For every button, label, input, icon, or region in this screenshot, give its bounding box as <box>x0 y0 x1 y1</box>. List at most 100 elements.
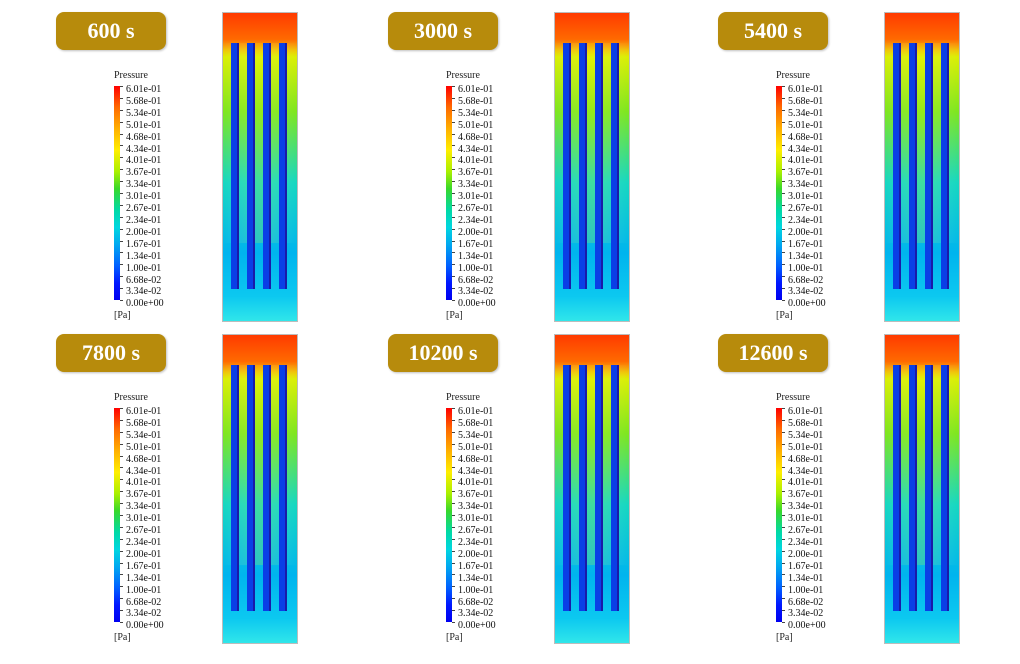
legend-tick-label: 4.68e-01 <box>126 131 162 143</box>
legend-tick-mark <box>782 419 785 421</box>
legend-tick-mark <box>782 252 785 254</box>
legend-tick-mark <box>782 133 785 135</box>
legend-title: Pressure <box>776 392 810 403</box>
channel-1 <box>893 365 901 611</box>
legend-tick-label: 2.00e-01 <box>788 226 824 238</box>
legend-tick-label: 5.01e-01 <box>788 119 824 131</box>
legend-tick-label: 2.67e-01 <box>458 203 494 215</box>
legend-tick-label: 2.67e-01 <box>788 203 824 215</box>
contour-svg <box>555 13 629 321</box>
legend-tick-label: 5.68e-01 <box>788 417 824 429</box>
contour-svg <box>223 13 297 321</box>
legend-tick-mark <box>782 479 785 481</box>
legend-tick-label: 3.01e-01 <box>126 191 162 203</box>
channel-4 <box>941 365 949 611</box>
channel-1 <box>893 43 901 289</box>
legend-tick-mark <box>120 193 123 194</box>
legend-tick-label: 0.00e+00 <box>458 298 496 310</box>
legend-tick-mark <box>120 408 123 409</box>
channel-edge-4 <box>617 365 619 611</box>
legend-tick-label: 1.34e-01 <box>458 250 494 262</box>
legend-tick-mark <box>782 264 785 266</box>
legend-tick-mark <box>120 574 123 576</box>
legend-tick-labels: 6.01e-01 5.68e-01 5.34e-01 5.01e-01 4.68e-01… <box>788 84 826 310</box>
legend-tick-mark <box>120 479 123 481</box>
legend-colorbar <box>114 86 120 300</box>
channel-group <box>231 365 287 611</box>
time-panel-1: 600 s Pressure 6.01e-01 5.68e-01 5.34e-01 5… <box>56 12 386 332</box>
legend-tick-label: 4.68e-01 <box>788 453 824 465</box>
legend-tick-label: 3.01e-01 <box>788 513 824 525</box>
legend-tick-mark <box>452 538 455 540</box>
legend-tick-mark <box>452 431 455 433</box>
legend-tick-label: 1.67e-01 <box>126 238 162 250</box>
channel-4 <box>279 43 287 289</box>
legend-tick-label: 3.34e-02 <box>458 608 494 620</box>
legend-tick-mark <box>452 300 455 301</box>
legend-tick-label: 4.01e-01 <box>126 155 162 167</box>
channel-4 <box>941 43 949 289</box>
time-panel-6: 12600 s Pressure 6.01e-01 5.68e-01 5.34e-0… <box>718 334 1020 654</box>
channel-edge-1 <box>569 365 571 611</box>
legend-tick-label: 4.34e-01 <box>458 465 494 477</box>
legend-tick-mark <box>452 276 455 278</box>
legend-tick-label: 5.34e-01 <box>126 107 162 119</box>
legend-tick-mark <box>782 526 785 528</box>
legend-tick-label: 4.01e-01 <box>458 155 494 167</box>
legend-tick-label: 6.68e-02 <box>126 596 162 608</box>
legend-tick-mark <box>120 216 123 218</box>
legend-tick-label: 1.00e-01 <box>788 262 824 274</box>
legend-tick-label: 2.67e-01 <box>458 525 494 537</box>
channel-edge-1 <box>899 43 901 289</box>
legend-tick-label: 6.01e-01 <box>126 84 162 95</box>
channel-group <box>893 43 949 289</box>
legend-tick-label: 2.00e-01 <box>788 548 824 560</box>
legend-tick-mark <box>120 503 123 505</box>
legend-tick-mark <box>782 598 785 600</box>
legend-tick-label: 3.34e-02 <box>788 286 824 298</box>
legend-tick-mark <box>782 562 785 564</box>
legend-tick-label: 1.67e-01 <box>788 238 824 250</box>
legend-tick-label: 1.34e-01 <box>126 572 162 584</box>
legend-tick-mark <box>452 121 455 123</box>
legend-ticks <box>782 86 786 301</box>
legend-tick-label: 4.68e-01 <box>458 453 494 465</box>
legend-tick-mark <box>452 145 455 147</box>
legend-tick-label: 1.67e-01 <box>458 238 494 250</box>
legend-tick-label: 1.67e-01 <box>788 560 824 572</box>
legend-tick-mark <box>452 467 455 469</box>
legend-tick-label: 4.34e-01 <box>788 143 824 155</box>
legend-tick-mark <box>120 133 123 135</box>
legend-tick-label: 1.00e-01 <box>458 262 494 274</box>
legend-tick-mark <box>120 109 123 111</box>
legend-tick-label: 5.68e-01 <box>126 417 162 429</box>
legend-tick-mark <box>452 86 455 87</box>
legend-tick-label: 3.67e-01 <box>126 167 162 179</box>
legend-tick-mark <box>452 610 455 612</box>
legend-tick-mark <box>782 491 785 493</box>
channel-edge-1 <box>899 365 901 611</box>
legend-tick-mark <box>120 97 123 99</box>
channel-edge-2 <box>585 365 587 611</box>
legend-tick-mark <box>452 622 455 623</box>
channel-edge-1 <box>237 365 239 611</box>
legend-tick-mark <box>452 419 455 421</box>
channel-edge-2 <box>915 365 917 611</box>
channel-group <box>893 365 949 611</box>
channel-edge-4 <box>947 43 949 289</box>
legend-tick-label: 1.00e-01 <box>788 584 824 596</box>
legend-tick-mark <box>452 598 455 600</box>
legend-tick-label: 1.34e-01 <box>788 250 824 262</box>
legend-tick-mark <box>452 264 455 266</box>
legend-tick-mark <box>452 408 455 409</box>
time-label: 12600 s <box>718 334 828 372</box>
legend-tick-label: 3.34e-02 <box>126 608 162 620</box>
time-label: 3000 s <box>388 12 498 50</box>
channel-3 <box>263 365 271 611</box>
pressure-legend: Pressure 6.01e-01 5.68e-01 5.34e-01 5.01e-0… <box>776 392 876 643</box>
legend-tick-mark <box>452 574 455 576</box>
legend-tick-mark <box>120 204 123 206</box>
legend-tick-mark <box>782 288 785 290</box>
legend-tick-label: 0.00e+00 <box>126 298 164 310</box>
legend-tick-mark <box>120 455 123 457</box>
